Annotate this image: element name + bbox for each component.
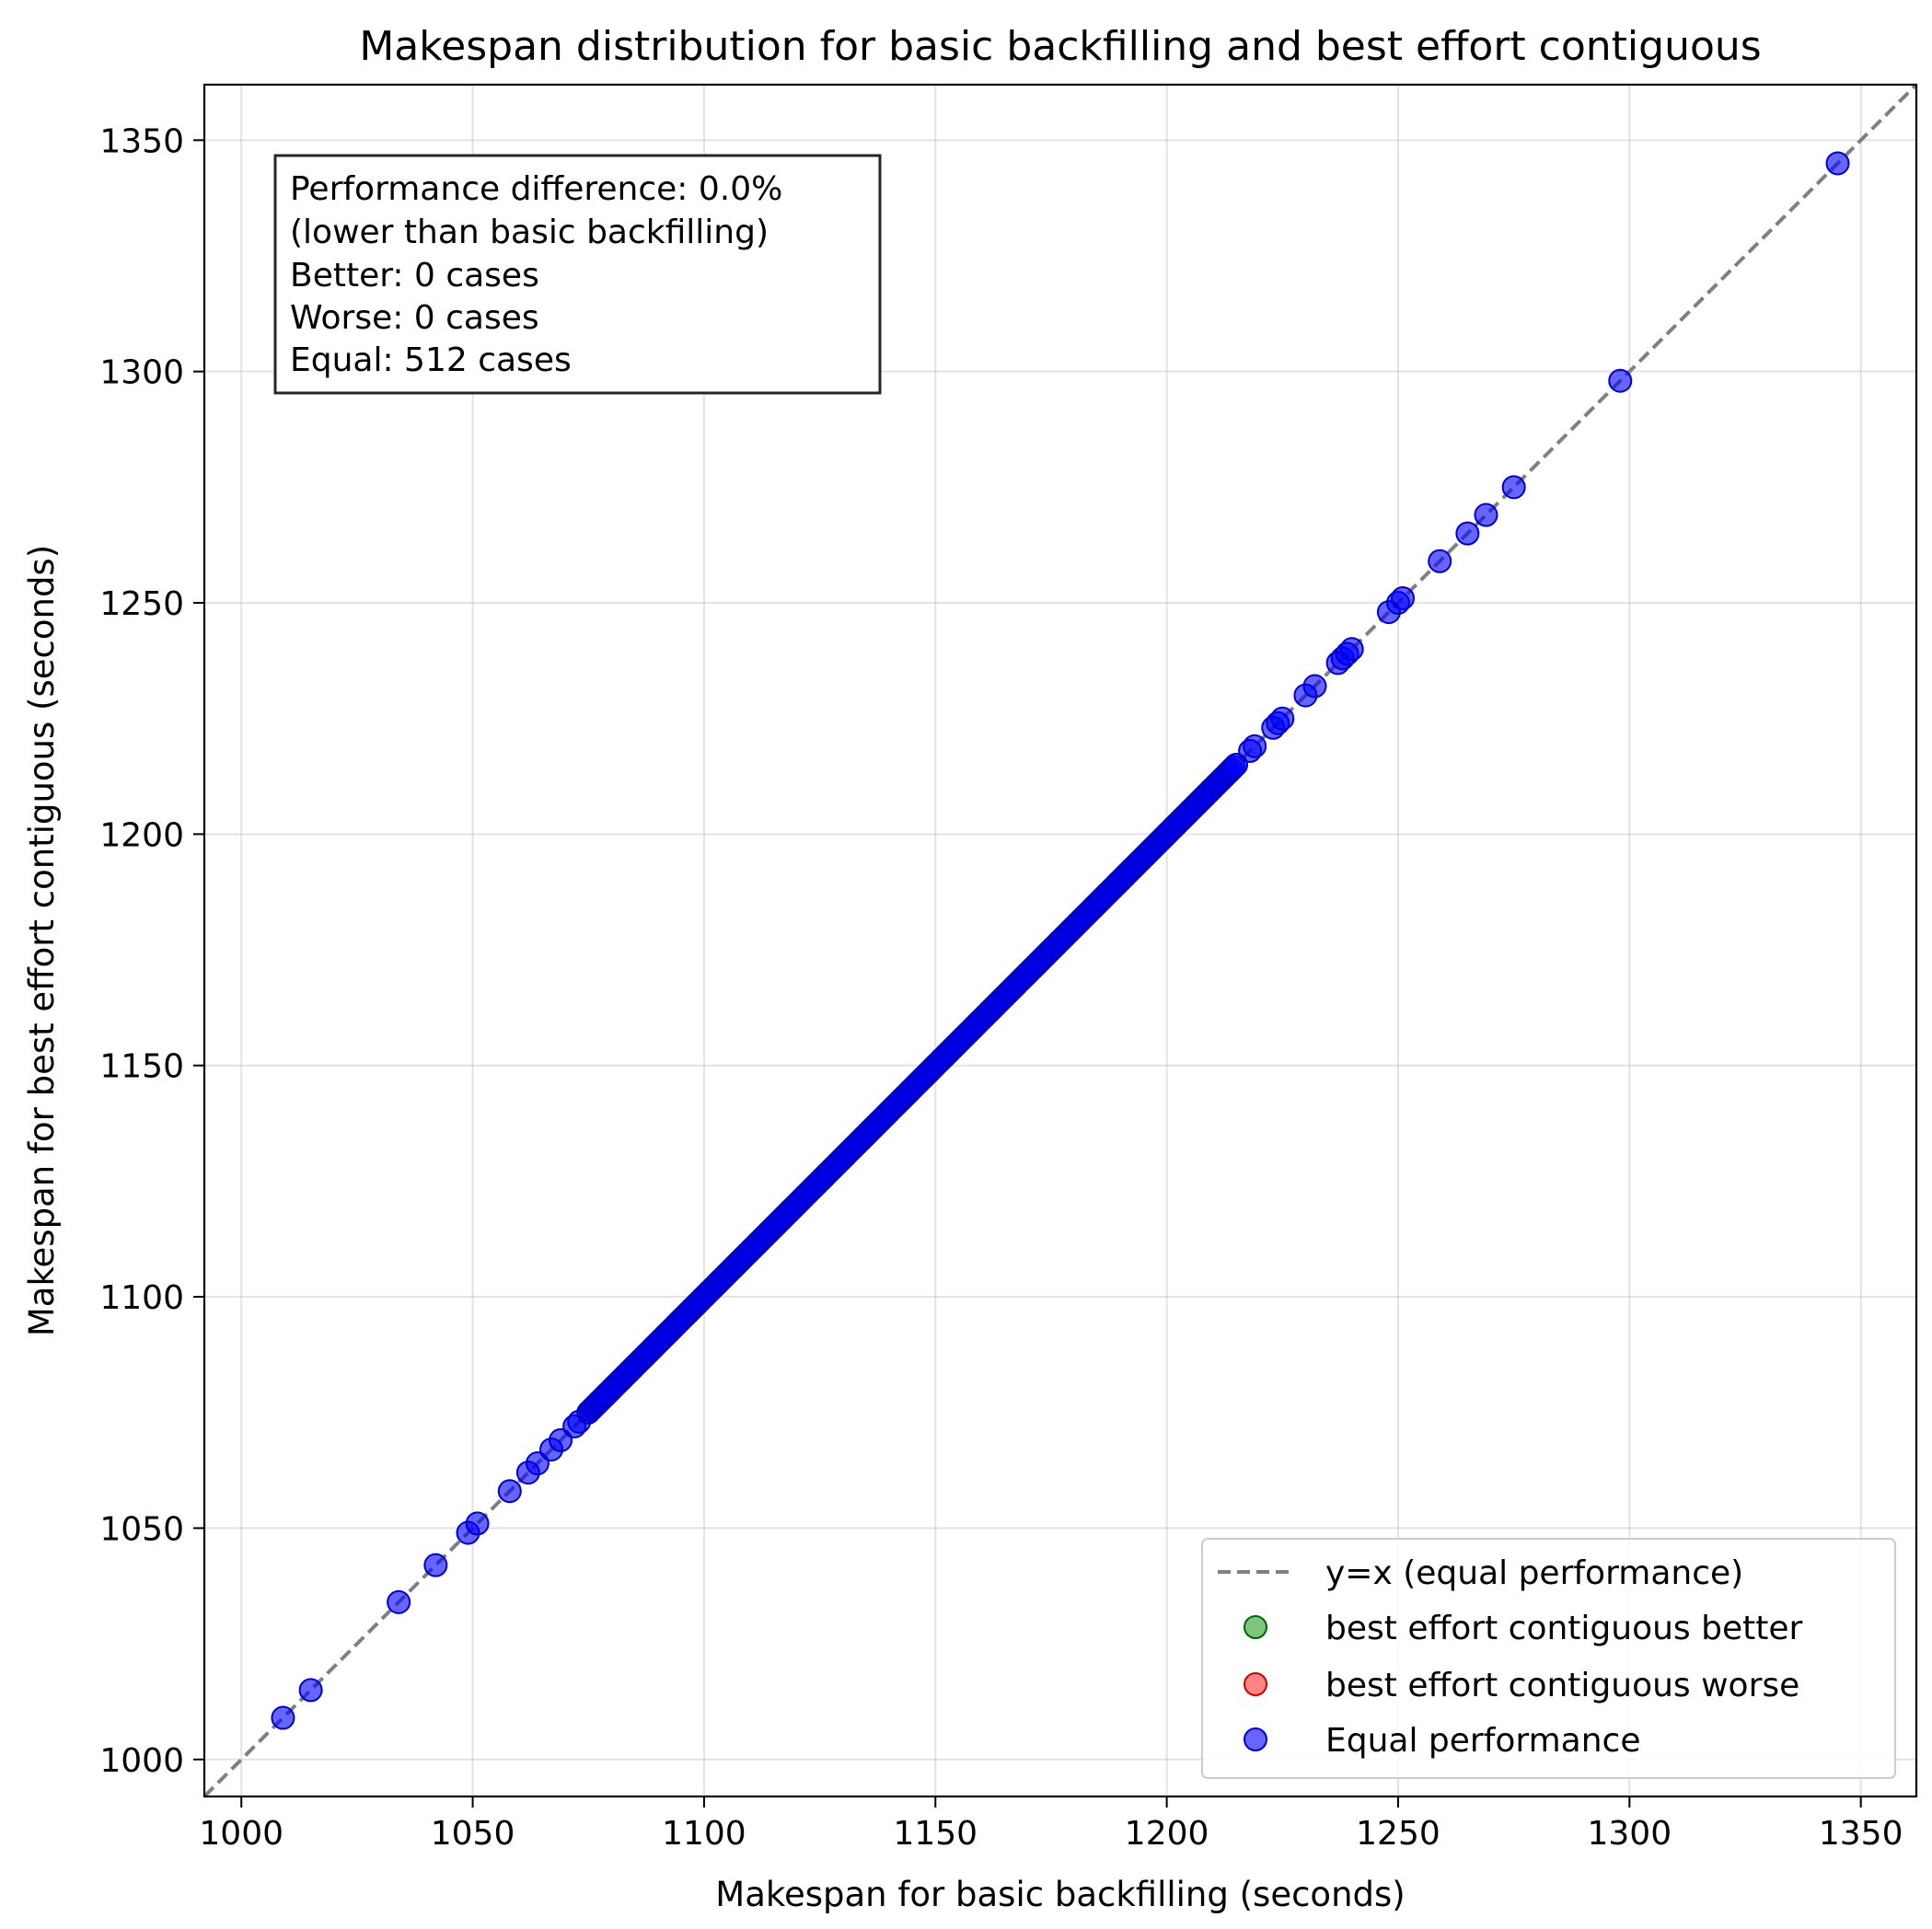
- data-point: [1270, 706, 1295, 731]
- data-point: [1501, 475, 1526, 500]
- data-point: [1825, 151, 1850, 176]
- annotation-line-3: Better: 0 cases: [290, 257, 539, 295]
- data-point: [1339, 637, 1364, 662]
- data-point: [1224, 752, 1249, 777]
- data-point: [387, 1589, 411, 1614]
- y-tick-label: 1200: [99, 816, 184, 854]
- data-point: [423, 1553, 448, 1577]
- y-tick-label: 1150: [99, 1048, 184, 1086]
- legend-marker-better: [1244, 1615, 1267, 1639]
- data-point: [298, 1678, 323, 1703]
- annotation-line-2: (lower than basic backfilling): [290, 214, 769, 251]
- x-tick-label: 1050: [431, 1815, 515, 1853]
- annotation-line-5: Equal: 512 cases: [290, 341, 572, 379]
- chart-title: Makespan distribution for basic backfill…: [359, 23, 1761, 70]
- y-tick-label: 1250: [99, 585, 184, 623]
- annotation-box: Performance difference: 0.0% (lower than…: [273, 154, 882, 395]
- x-tick-label: 1300: [1588, 1815, 1672, 1853]
- legend: y=x (equal performance) best effort cont…: [1201, 1538, 1896, 1779]
- x-axis-label: Makespan for basic backfilling (seconds): [715, 1875, 1405, 1914]
- data-point: [1474, 502, 1498, 527]
- legend-frame: [1201, 1538, 1896, 1779]
- annotation-line-1: Performance difference: 0.0%: [290, 170, 782, 208]
- plot-area-frame: [202, 83, 1918, 1798]
- data-point: [1455, 521, 1480, 546]
- legend-marker-worse: [1244, 1672, 1267, 1696]
- y-tick-label: 1000: [99, 1742, 184, 1780]
- legend-label-reference: y=x (equal performance): [1325, 1554, 1743, 1592]
- x-tick-label: 1150: [893, 1815, 978, 1853]
- legend-label-equal: Equal performance: [1325, 1722, 1640, 1760]
- data-point: [497, 1479, 522, 1504]
- x-tick-label: 1250: [1356, 1815, 1440, 1853]
- x-tick-label: 1100: [662, 1815, 746, 1853]
- data-point: [271, 1705, 295, 1730]
- data-point: [1428, 549, 1452, 573]
- data-point: [465, 1511, 490, 1536]
- legend-marker-equal: [1244, 1727, 1267, 1751]
- y-tick-label: 1300: [99, 354, 184, 392]
- legend-label-better: best effort contiguous better: [1325, 1610, 1802, 1647]
- y-tick-label: 1350: [99, 122, 184, 160]
- x-tick-label: 1350: [1819, 1815, 1903, 1853]
- legend-label-worse: best effort contiguous worse: [1325, 1667, 1799, 1704]
- annotation-frame: [273, 154, 882, 395]
- data-point: [1608, 368, 1633, 393]
- y-axis-label: Makespan for best effort contiguous (sec…: [22, 545, 62, 1336]
- annotation-line-4: Worse: 0 cases: [290, 299, 539, 337]
- y-tick-label: 1050: [99, 1510, 184, 1548]
- x-tick-label: 1000: [199, 1815, 283, 1853]
- data-point: [1243, 733, 1267, 758]
- axis-ticks: 1000 1050 1100 1150 1200 1250 1300 1350 1000 1050…: [99, 122, 1903, 1853]
- data-point: [1391, 586, 1415, 610]
- data-point: [1302, 674, 1327, 699]
- x-tick-label: 1200: [1125, 1815, 1209, 1853]
- y-tick-label: 1100: [99, 1279, 184, 1317]
- data-points: [271, 151, 1850, 1730]
